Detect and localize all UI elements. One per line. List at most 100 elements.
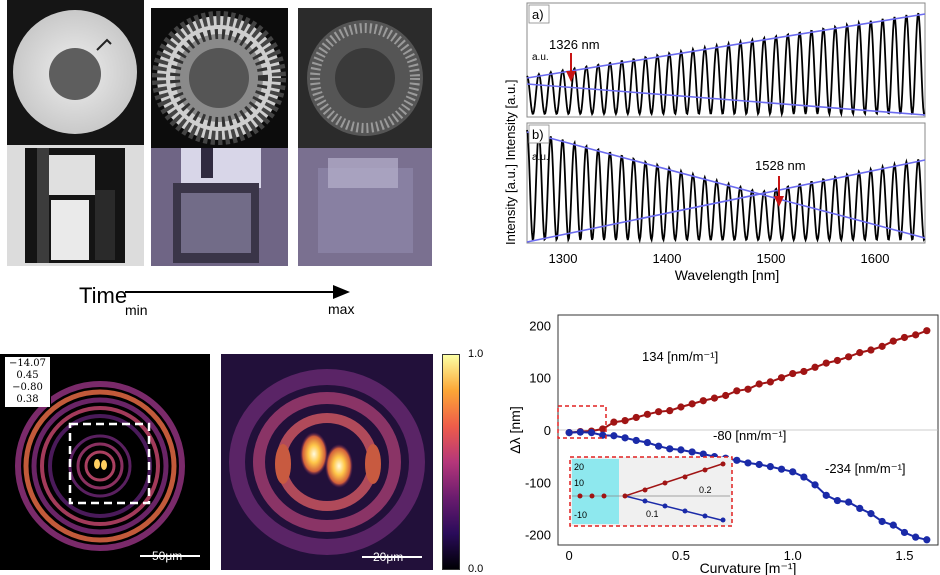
red-data-point xyxy=(710,394,719,402)
blue-data-point xyxy=(878,517,886,526)
red-data-point xyxy=(766,378,774,386)
envelope-upper-b xyxy=(526,131,926,239)
slope-label-red: 134 [nm/m⁻¹] xyxy=(642,349,718,364)
colorbar-max: 1.0 xyxy=(468,348,484,360)
red-data-point xyxy=(923,327,931,335)
x-tick: 1500 xyxy=(757,251,786,266)
panel-tag-a: a) xyxy=(532,7,544,22)
red-data-point xyxy=(755,380,763,388)
envelope-lower-b xyxy=(526,159,926,243)
blue-data-point xyxy=(733,456,741,464)
blue-data-point xyxy=(688,448,696,456)
inset-ytick: 20 xyxy=(574,462,584,472)
colorbar xyxy=(442,354,460,570)
y-tick-label: 100 xyxy=(529,371,551,386)
red-data-point xyxy=(811,363,819,371)
red-data-point xyxy=(643,410,652,418)
blue-data-point xyxy=(900,528,909,537)
red-data-point xyxy=(844,353,853,361)
fiber-photo-max xyxy=(298,8,432,266)
scalebar-label-right: 20μm xyxy=(373,550,404,564)
blue-data-point xyxy=(699,450,707,458)
spectrum-a-trace xyxy=(526,12,926,118)
red-data-point xyxy=(699,397,707,405)
red-data-point xyxy=(800,367,808,376)
y-tick-label: -100 xyxy=(525,475,551,490)
time-min-label: min xyxy=(125,302,148,318)
marker-arrow-b xyxy=(774,196,784,207)
blue-data-point xyxy=(599,431,607,439)
blue-data-point xyxy=(610,432,618,440)
red-data-point xyxy=(654,408,663,416)
blue-data-point xyxy=(912,533,920,541)
x-tick-label: 0 xyxy=(566,548,573,563)
zoom-box xyxy=(557,405,607,439)
jones-value: −0.80 xyxy=(12,382,43,393)
x-tick-label: 1.5 xyxy=(895,548,913,563)
red-data-point xyxy=(777,374,786,382)
red-data-point xyxy=(889,337,897,345)
blue-data-point xyxy=(587,429,596,437)
fiber-photo-min xyxy=(7,0,144,266)
blue-data-point xyxy=(643,438,652,447)
blue-data-point xyxy=(800,473,808,481)
blue-data-point xyxy=(621,434,629,442)
annotation-1326: 1326 nm xyxy=(549,37,600,52)
time-max-label: max xyxy=(328,301,355,317)
spectra-ylabel-b: Intensity [a.u.] xyxy=(503,164,518,245)
jones-value: −14.07 xyxy=(9,358,47,369)
red-data-point xyxy=(722,391,730,400)
spectra-figure: 1326 nm a) a.u. 1528 nm b) a.u. Intensit… xyxy=(503,2,926,283)
blue-data-point xyxy=(576,428,584,436)
envelope-lower-a xyxy=(526,83,926,116)
time-arrow xyxy=(125,285,350,299)
mode-image-zoom: 20μm xyxy=(221,354,433,570)
red-data-point xyxy=(833,356,842,365)
blue-data-point xyxy=(889,521,897,529)
slope-label-blue: -80 [nm/m⁻¹] xyxy=(713,428,786,443)
inset-ytick: -10 xyxy=(574,510,587,520)
curvature-xlabel: Curvature [m⁻¹] xyxy=(700,560,797,575)
blue-data-point xyxy=(632,436,640,445)
blue-data-point xyxy=(755,460,763,469)
blue-data-point xyxy=(811,481,819,489)
jones-value: 0.38 xyxy=(16,394,39,405)
red-data-point xyxy=(688,400,696,408)
y-tick-label: 0 xyxy=(544,423,551,438)
blue-data-point xyxy=(677,446,685,454)
panel-tag-b: b) xyxy=(532,127,544,142)
blue-data-point xyxy=(654,442,663,450)
x-tick-label: 1.0 xyxy=(784,548,802,563)
red-data-point xyxy=(621,416,629,425)
x-tick: 1400 xyxy=(653,251,682,266)
slope-label-blue-steep: -234 [nm/m⁻¹] xyxy=(825,461,906,476)
blue-data-point xyxy=(856,504,864,513)
blue-data-point xyxy=(744,459,752,467)
envelope-upper-a xyxy=(526,13,926,79)
x-tick: 1600 xyxy=(861,251,890,266)
annotation-1528: 1528 nm xyxy=(755,158,806,173)
x-tick-label: 0.5 xyxy=(672,548,690,563)
curvature-ylabel: Δλ [nm] xyxy=(507,406,523,453)
scalebar-label-left: 50μm xyxy=(152,549,183,563)
red-data-point xyxy=(900,333,909,342)
red-data-point xyxy=(912,331,920,339)
red-data-point xyxy=(878,342,886,350)
red-data-point xyxy=(733,387,741,395)
red-data-point xyxy=(599,425,607,433)
red-data-point xyxy=(856,349,864,357)
red-data-point xyxy=(789,369,797,378)
mode-image-full: −14.07 0.45 −0.80 0.38 50μm xyxy=(0,354,210,570)
unit-label-b: a.u. xyxy=(532,152,549,163)
red-data-point xyxy=(677,403,685,411)
x-tick: 1300 xyxy=(549,251,578,266)
inset-plot: 20 10 -10 0.1 0.2 xyxy=(569,456,733,527)
red-data-point xyxy=(744,385,752,393)
jones-matrix: −14.07 0.45 −0.80 0.38 xyxy=(4,357,52,407)
marker-arrow-a xyxy=(566,71,576,82)
unit-label-a: a.u. xyxy=(532,52,549,63)
blue-data-point xyxy=(833,496,842,505)
blue-data-point xyxy=(666,445,674,453)
blue-data-point xyxy=(565,429,573,437)
